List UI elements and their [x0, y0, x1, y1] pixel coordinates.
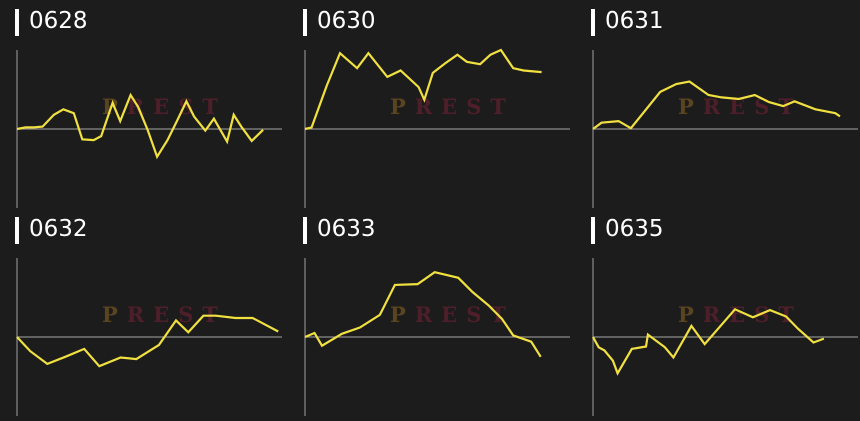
watermark: PREST	[102, 94, 227, 119]
chart-title: 0635	[605, 216, 664, 242]
title-marker	[15, 217, 19, 244]
title-marker	[591, 217, 595, 244]
line-chart: PREST	[16, 258, 282, 416]
line-chart: PREST	[592, 50, 858, 208]
series-line	[304, 271, 542, 358]
line-chart: PREST	[16, 50, 282, 208]
title-marker	[15, 9, 19, 36]
series-line	[16, 92, 264, 160]
chart-panel: 0631 PREST	[576, 0, 860, 210]
title-marker	[303, 9, 307, 36]
watermark: PREST	[678, 94, 803, 119]
series-line	[592, 307, 825, 376]
chart-title: 0633	[317, 216, 376, 242]
chart-panel: 0632 PREST	[0, 208, 286, 418]
title-marker	[303, 217, 307, 244]
chart-title: 0632	[29, 216, 88, 242]
chart-title: 0631	[605, 8, 664, 34]
title-marker	[591, 9, 595, 36]
watermark: PREST	[102, 302, 227, 327]
series-line	[16, 314, 279, 368]
chart-title: 0630	[317, 8, 376, 34]
series-line	[592, 80, 841, 130]
chart-panel: 0633 PREST	[288, 208, 574, 418]
line-chart: PREST	[304, 48, 570, 208]
series-line	[304, 48, 542, 131]
line-chart: PREST	[304, 258, 570, 416]
chart-panel: 0635 PREST	[576, 208, 860, 418]
chart-panel: 0628 PREST	[0, 0, 286, 210]
chart-panel: 0630 PREST	[288, 0, 574, 210]
chart-title: 0628	[29, 8, 88, 34]
watermark: PREST	[390, 94, 515, 119]
watermark: PREST	[678, 302, 803, 327]
line-chart: PREST	[592, 258, 858, 416]
